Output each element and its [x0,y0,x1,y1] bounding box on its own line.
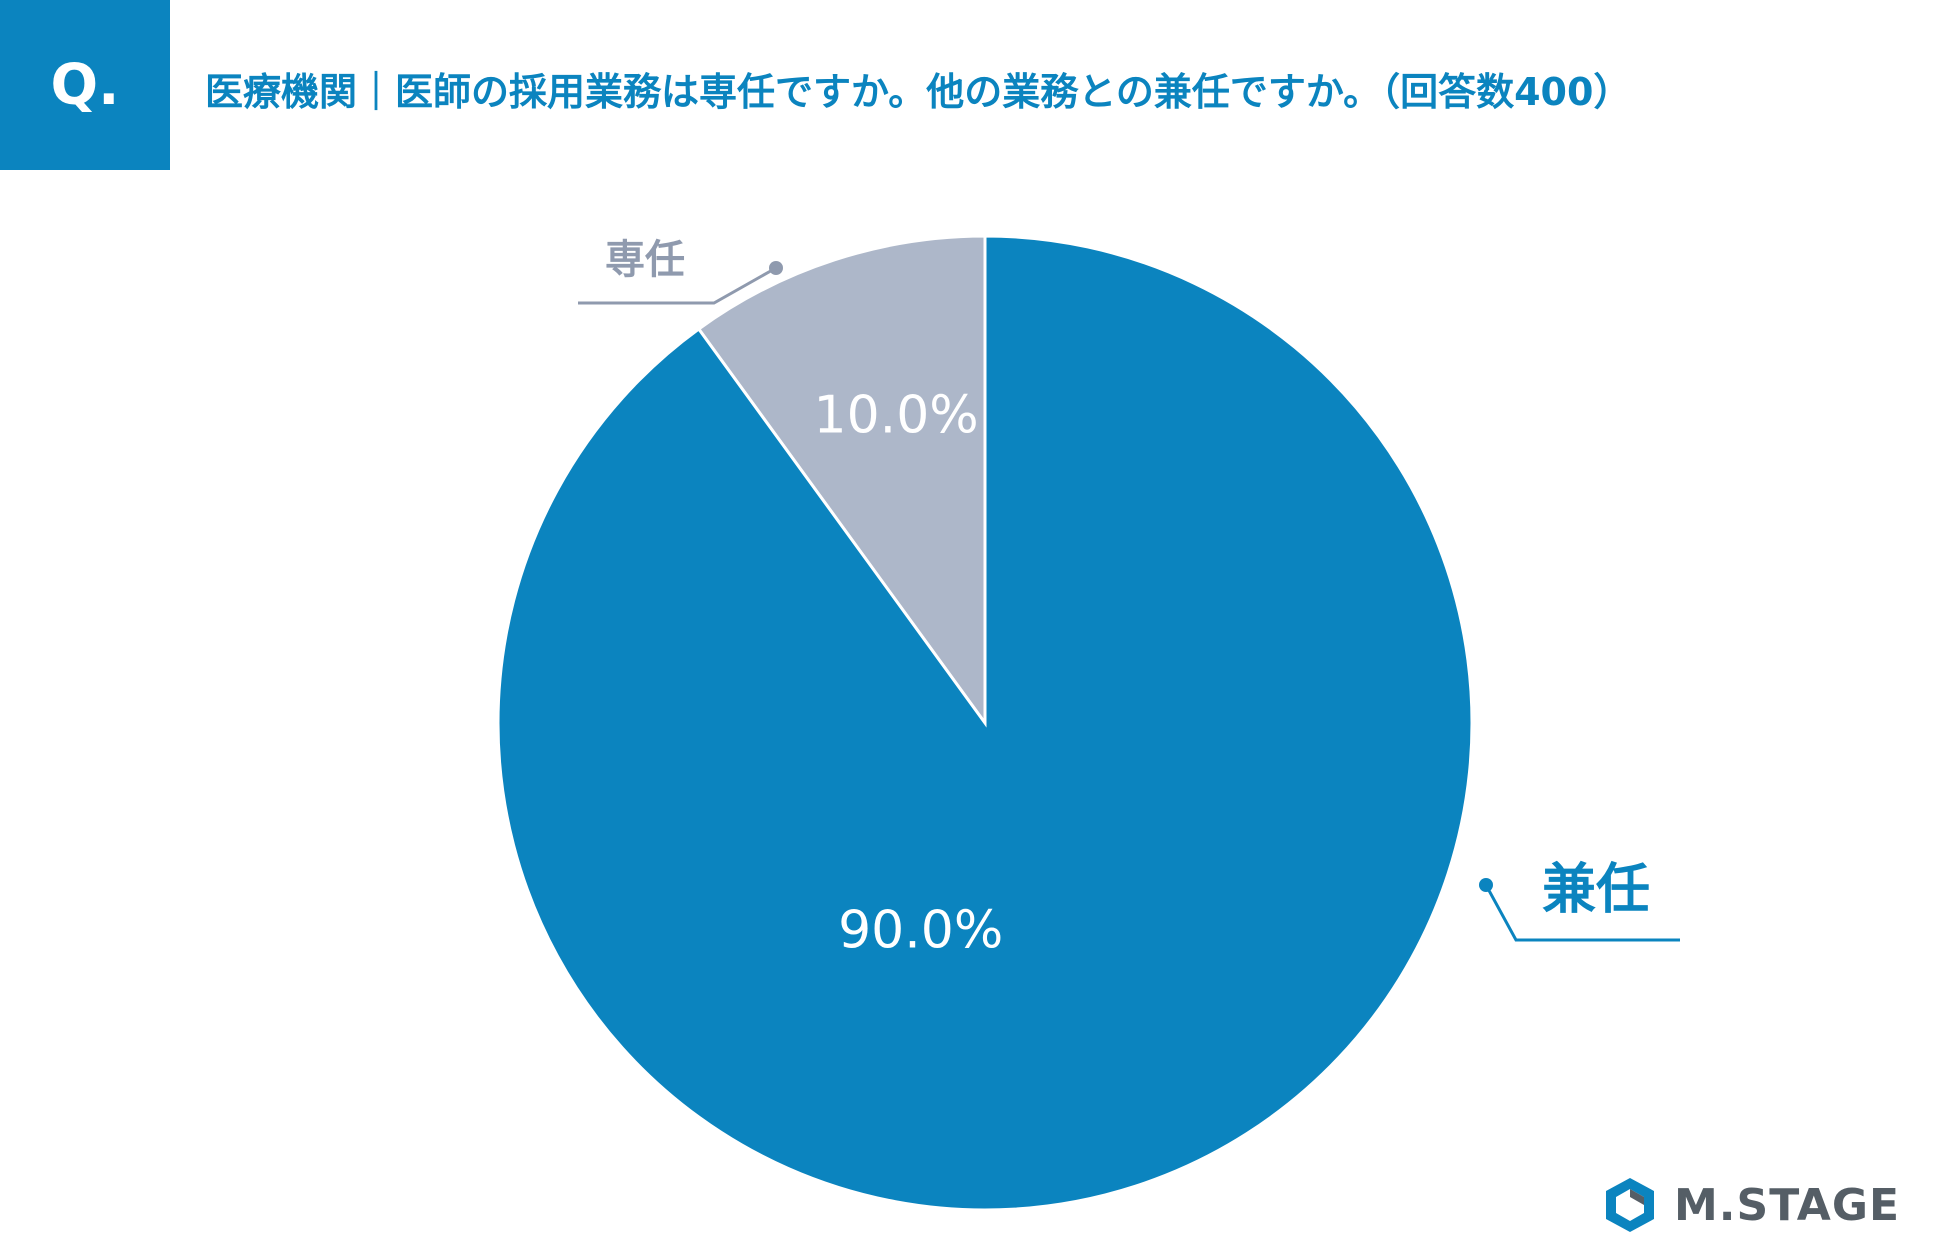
question-title: 医療機関｜医師の採用業務は専任ですか。他の業務との兼任ですか。（回答数400） [205,70,1632,114]
leader-line-2 [1484,884,1680,942]
hexagon-logo-icon [1606,1178,1654,1232]
category-label-2: 兼任 [1542,858,1650,921]
logo-text: M.STAGE [1674,1179,1901,1231]
category-label-1: 専任 [605,237,685,283]
brand-logo: M.STAGE [1600,1175,1900,1235]
question-badge: Q. [0,0,170,170]
leader-line-1 [578,266,777,305]
data-label-1: 10.0% [814,386,979,446]
pie-slice-2 [496,234,1474,1212]
data-label-2: 90.0% [838,900,1003,960]
pie-slice-1 [696,234,987,728]
